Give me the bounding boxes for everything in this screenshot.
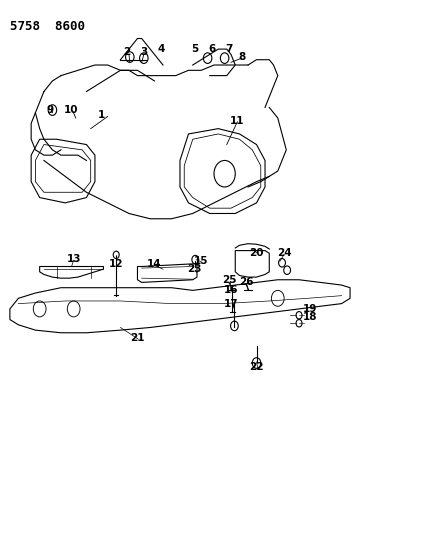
Text: 14: 14 xyxy=(147,259,162,269)
Text: 3: 3 xyxy=(140,47,148,56)
Text: 25: 25 xyxy=(222,274,236,285)
Text: 6: 6 xyxy=(208,44,216,54)
Text: 22: 22 xyxy=(249,362,264,372)
Text: 10: 10 xyxy=(64,105,79,115)
Text: 21: 21 xyxy=(130,333,145,343)
Text: 26: 26 xyxy=(239,277,253,287)
Text: 18: 18 xyxy=(303,312,317,322)
Text: 7: 7 xyxy=(225,44,232,54)
Text: 11: 11 xyxy=(230,116,245,126)
Text: 19: 19 xyxy=(303,304,317,314)
Text: 16: 16 xyxy=(224,285,238,295)
Text: 1: 1 xyxy=(98,110,105,120)
Text: 20: 20 xyxy=(249,248,264,259)
Text: 13: 13 xyxy=(66,254,81,263)
Text: 23: 23 xyxy=(187,264,202,274)
Text: 5758  8600: 5758 8600 xyxy=(10,20,85,33)
Text: 15: 15 xyxy=(194,256,208,266)
Text: 4: 4 xyxy=(157,44,164,54)
Text: 17: 17 xyxy=(224,298,238,309)
Text: 24: 24 xyxy=(277,248,291,259)
Text: 9: 9 xyxy=(47,105,54,115)
Text: 2: 2 xyxy=(123,47,131,56)
Text: 8: 8 xyxy=(238,52,245,62)
Text: 12: 12 xyxy=(109,259,123,269)
Text: 5: 5 xyxy=(191,44,199,54)
